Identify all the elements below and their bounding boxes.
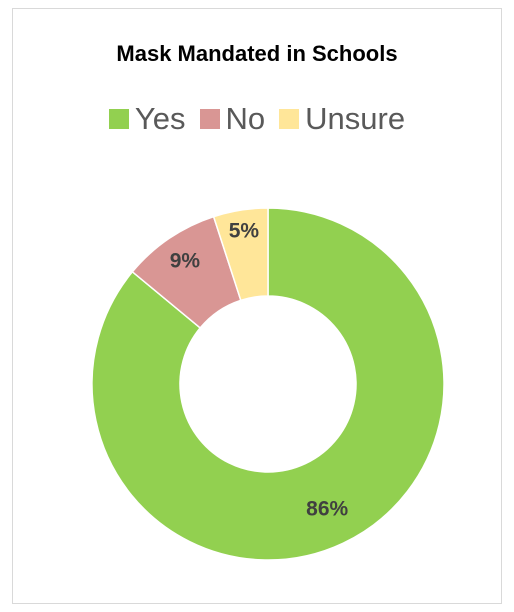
legend-label-no: No	[225, 101, 266, 136]
legend-label-unsure: Unsure	[305, 101, 406, 136]
chart-title: Mask Mandated in Schools	[116, 41, 398, 66]
data-label-no: 9%	[170, 249, 201, 272]
data-label-unsure: 5%	[229, 219, 260, 242]
data-label-yes: 86%	[306, 497, 348, 520]
legend-item-unsure: Unsure	[279, 101, 405, 137]
legend-label-yes: Yes	[134, 101, 186, 136]
donut-slices	[91, 207, 445, 561]
legend-item-no: No	[199, 101, 266, 137]
chart-legend: Yes No Unsure	[13, 101, 501, 137]
donut-labels: 86% 9% 5%	[170, 219, 349, 520]
slice-yes	[91, 207, 445, 561]
legend-swatch-yes	[108, 109, 129, 129]
slice-unsure	[212, 207, 269, 302]
legend-item-yes: Yes	[108, 101, 186, 137]
legend-swatch-unsure	[279, 109, 300, 129]
legend-swatch-no	[199, 109, 220, 129]
